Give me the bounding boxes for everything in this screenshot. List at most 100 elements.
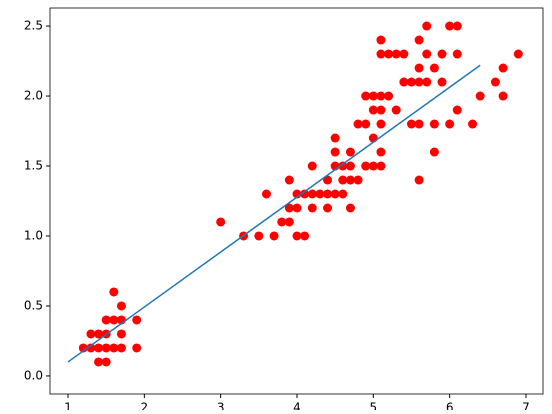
point xyxy=(414,35,424,45)
point xyxy=(345,161,355,171)
regression-line xyxy=(67,64,481,363)
point xyxy=(86,343,96,353)
point xyxy=(284,175,294,185)
point xyxy=(307,203,317,213)
point xyxy=(391,49,401,59)
point xyxy=(330,189,340,199)
point xyxy=(109,315,119,325)
point xyxy=(437,77,447,87)
point xyxy=(345,175,355,185)
point xyxy=(284,217,294,227)
point xyxy=(116,301,126,311)
point xyxy=(406,77,416,87)
point xyxy=(261,189,271,199)
point xyxy=(94,357,104,367)
point xyxy=(361,119,371,129)
point xyxy=(338,175,348,185)
point xyxy=(414,63,424,73)
y-tick-label: 2.0 xyxy=(24,89,43,103)
x-tick-label: 6 xyxy=(446,401,454,411)
point xyxy=(452,21,462,31)
point xyxy=(376,91,386,101)
point xyxy=(361,161,371,171)
plot-frame xyxy=(49,7,544,395)
point xyxy=(368,105,378,115)
point xyxy=(368,133,378,143)
point xyxy=(86,329,96,339)
point xyxy=(429,147,439,157)
point xyxy=(284,203,294,213)
point xyxy=(513,49,523,59)
point xyxy=(315,189,325,199)
point xyxy=(376,105,386,115)
x-tick-label: 1 xyxy=(64,401,72,411)
point xyxy=(94,343,104,353)
point xyxy=(414,77,424,87)
y-tick-label: 2.5 xyxy=(24,19,43,33)
point xyxy=(475,91,485,101)
point xyxy=(406,119,416,129)
point xyxy=(109,343,119,353)
point xyxy=(399,77,409,87)
point xyxy=(399,49,409,59)
point xyxy=(414,175,424,185)
point xyxy=(445,119,455,129)
point xyxy=(345,203,355,213)
point xyxy=(429,119,439,129)
point xyxy=(368,91,378,101)
x-tick-label: 5 xyxy=(370,401,378,411)
point xyxy=(498,91,508,101)
point xyxy=(422,49,432,59)
point xyxy=(361,91,371,101)
point xyxy=(323,175,333,185)
point xyxy=(414,119,424,129)
point xyxy=(254,231,264,241)
point xyxy=(292,231,302,241)
point xyxy=(132,343,142,353)
point xyxy=(422,21,432,31)
point xyxy=(498,63,508,73)
point xyxy=(429,63,439,73)
point xyxy=(330,133,340,143)
point xyxy=(116,343,126,353)
point xyxy=(101,357,111,367)
point xyxy=(345,147,355,157)
point xyxy=(376,35,386,45)
x-tick-label: 3 xyxy=(217,401,225,411)
point xyxy=(452,49,462,59)
point xyxy=(376,161,386,171)
point xyxy=(376,49,386,59)
point xyxy=(391,105,401,115)
point xyxy=(323,189,333,199)
y-tick-label: 0.0 xyxy=(24,368,43,382)
point xyxy=(468,119,478,129)
point xyxy=(437,49,447,59)
point xyxy=(338,161,348,171)
x-tick-label: 2 xyxy=(141,401,149,411)
y-tick-label: 1.0 xyxy=(24,228,43,242)
point xyxy=(109,287,119,297)
point xyxy=(307,161,317,171)
point xyxy=(116,329,126,339)
point xyxy=(384,91,394,101)
point xyxy=(376,147,386,157)
point xyxy=(269,231,279,241)
y-tick-label: 0.5 xyxy=(24,298,43,312)
point xyxy=(338,189,348,199)
point xyxy=(422,77,432,87)
point xyxy=(353,175,363,185)
y-tick-label: 1.5 xyxy=(24,159,43,173)
point xyxy=(353,119,363,129)
point xyxy=(132,315,142,325)
x-tick-label: 7 xyxy=(522,401,530,411)
point xyxy=(101,343,111,353)
point xyxy=(277,217,287,227)
point xyxy=(490,77,500,87)
point xyxy=(376,119,386,129)
point xyxy=(300,231,310,241)
x-tick-label: 4 xyxy=(293,401,301,411)
point xyxy=(368,161,378,171)
point xyxy=(384,49,394,59)
point xyxy=(101,315,111,325)
